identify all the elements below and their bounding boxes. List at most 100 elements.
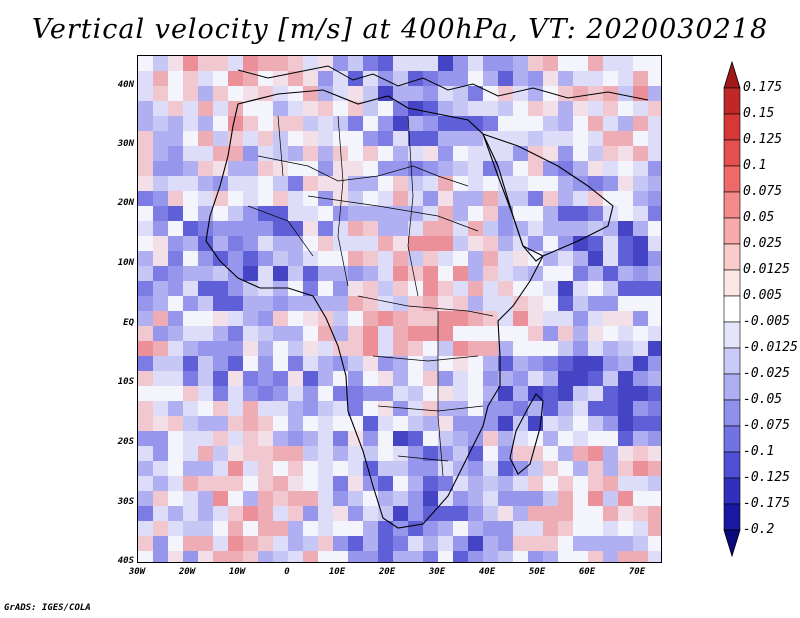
field-cell bbox=[348, 251, 363, 266]
field-cell bbox=[423, 281, 438, 296]
field-cell bbox=[573, 266, 588, 281]
field-cell bbox=[273, 536, 288, 551]
field-cell bbox=[573, 491, 588, 506]
field-cell bbox=[303, 101, 318, 116]
field-cell bbox=[183, 176, 198, 191]
field-cell bbox=[213, 86, 228, 101]
field-cell bbox=[348, 146, 363, 161]
field-cell bbox=[393, 221, 408, 236]
field-cell bbox=[633, 56, 648, 71]
field-cell bbox=[603, 221, 618, 236]
field-cell bbox=[453, 431, 468, 446]
field-cell bbox=[138, 251, 153, 266]
field-cell bbox=[243, 356, 258, 371]
colorbar-extend-bottom bbox=[723, 529, 741, 558]
field-cell bbox=[528, 71, 543, 86]
africa-coastline bbox=[205, 89, 544, 529]
lat-label-20n: 20N bbox=[117, 198, 134, 208]
field-cell bbox=[168, 311, 183, 326]
field-cell bbox=[558, 131, 573, 146]
field-cell bbox=[363, 206, 378, 221]
field-cell bbox=[273, 386, 288, 401]
field-cell bbox=[228, 206, 243, 221]
field-cell bbox=[228, 551, 243, 562]
field-cell bbox=[453, 86, 468, 101]
field-cell bbox=[153, 356, 168, 371]
field-cell bbox=[333, 191, 348, 206]
field-cell bbox=[588, 266, 603, 281]
field-cell bbox=[498, 71, 513, 86]
field-cell bbox=[438, 536, 453, 551]
field-cell bbox=[168, 176, 183, 191]
field-cell bbox=[198, 131, 213, 146]
field-cell bbox=[213, 401, 228, 416]
field-cell bbox=[573, 176, 588, 191]
field-cell bbox=[228, 191, 243, 206]
colorbar-label: 0.1 bbox=[743, 158, 767, 173]
field-cell bbox=[468, 431, 483, 446]
field-cell bbox=[198, 266, 213, 281]
field-cell bbox=[498, 236, 513, 251]
field-cell bbox=[453, 221, 468, 236]
field-cell bbox=[438, 251, 453, 266]
field-cell bbox=[528, 476, 543, 491]
field-cell bbox=[258, 71, 273, 86]
field-cell bbox=[483, 506, 498, 521]
field-cell bbox=[273, 146, 288, 161]
field-cell bbox=[603, 101, 618, 116]
field-cell bbox=[273, 236, 288, 251]
field-cell bbox=[408, 266, 423, 281]
field-cell bbox=[438, 71, 453, 86]
field-cell bbox=[603, 491, 618, 506]
field-cell bbox=[528, 221, 543, 236]
field-cell bbox=[198, 551, 213, 562]
field-cell bbox=[168, 506, 183, 521]
field-cell bbox=[408, 476, 423, 491]
field-cell bbox=[288, 221, 303, 236]
field-cell bbox=[168, 86, 183, 101]
field-cell bbox=[558, 326, 573, 341]
field-cell bbox=[198, 116, 213, 131]
field-cell bbox=[183, 341, 198, 356]
field-cell bbox=[198, 521, 213, 536]
field-cell bbox=[573, 431, 588, 446]
field-cell bbox=[453, 311, 468, 326]
field-cell bbox=[168, 371, 183, 386]
field-cell bbox=[348, 521, 363, 536]
field-cell bbox=[618, 356, 633, 371]
lon-label-50e: 50E bbox=[528, 567, 546, 577]
field-cell bbox=[408, 446, 423, 461]
field-cell bbox=[618, 506, 633, 521]
field-cell bbox=[603, 476, 618, 491]
field-cell bbox=[648, 521, 661, 536]
field-cell bbox=[363, 446, 378, 461]
field-cell bbox=[348, 341, 363, 356]
field-cell bbox=[558, 551, 573, 562]
field-cell bbox=[243, 491, 258, 506]
field-cell bbox=[198, 326, 213, 341]
field-cell bbox=[138, 101, 153, 116]
field-cell bbox=[423, 236, 438, 251]
field-cell bbox=[363, 551, 378, 562]
field-cell bbox=[528, 251, 543, 266]
field-cell bbox=[243, 521, 258, 536]
field-cell bbox=[363, 221, 378, 236]
field-cell bbox=[378, 116, 393, 131]
field-cell bbox=[273, 191, 288, 206]
field-cell bbox=[303, 71, 318, 86]
field-cell bbox=[363, 476, 378, 491]
field-cell bbox=[408, 461, 423, 476]
field-cell bbox=[453, 146, 468, 161]
field-cell bbox=[468, 371, 483, 386]
field-cell bbox=[543, 206, 558, 221]
field-cell bbox=[618, 236, 633, 251]
field-cell bbox=[213, 491, 228, 506]
field-cell bbox=[468, 461, 483, 476]
field-cell bbox=[153, 131, 168, 146]
field-cell bbox=[258, 101, 273, 116]
field-cell bbox=[483, 191, 498, 206]
field-cell bbox=[408, 206, 423, 221]
field-cell bbox=[588, 551, 603, 562]
colorbar-swatch bbox=[723, 243, 741, 271]
field-cell bbox=[273, 266, 288, 281]
